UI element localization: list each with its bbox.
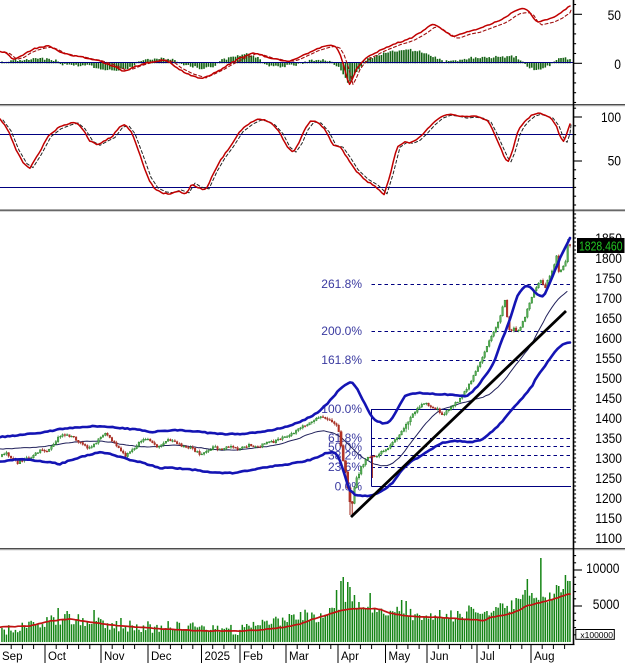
svg-text:Sep: Sep [2,651,22,663]
svg-text:1300: 1300 [595,451,622,466]
svg-text:1350: 1350 [595,431,622,446]
svg-text:200.0%: 200.0% [321,324,362,338]
svg-text:Oct: Oct [48,651,67,663]
svg-text:0: 0 [614,57,621,72]
svg-text:10000: 10000 [586,561,619,576]
svg-text:Jul: Jul [480,651,495,663]
svg-text:1250: 1250 [595,471,622,486]
svg-text:1100: 1100 [595,531,622,546]
svg-text:1200: 1200 [595,491,622,506]
svg-text:Aug: Aug [534,651,554,663]
svg-text:1500: 1500 [595,371,622,386]
svg-text:261.8%: 261.8% [321,277,362,291]
svg-text:1650: 1650 [595,311,622,326]
svg-text:x100000: x100000 [580,630,613,640]
svg-text:161.8%: 161.8% [321,353,362,367]
svg-text:Mar: Mar [289,651,309,663]
svg-text:50: 50 [608,8,621,23]
svg-text:1828.460: 1828.460 [579,238,623,253]
svg-text:100: 100 [601,110,621,125]
svg-text:Feb: Feb [243,651,263,663]
svg-text:1450: 1450 [595,391,622,406]
svg-text:5000: 5000 [593,597,620,612]
svg-text:2025: 2025 [205,651,231,663]
svg-text:1550: 1550 [595,351,622,366]
svg-text:1750: 1750 [595,271,622,286]
svg-text:Apr: Apr [341,651,359,663]
svg-text:Jun: Jun [430,651,449,663]
svg-text:1400: 1400 [595,411,622,426]
svg-text:1700: 1700 [595,291,622,306]
svg-text:50: 50 [608,154,621,169]
svg-text:Nov: Nov [104,651,125,663]
svg-text:May: May [389,651,411,663]
svg-text:Dec: Dec [151,651,172,663]
svg-text:1600: 1600 [595,331,622,346]
svg-text:1150: 1150 [595,511,622,526]
